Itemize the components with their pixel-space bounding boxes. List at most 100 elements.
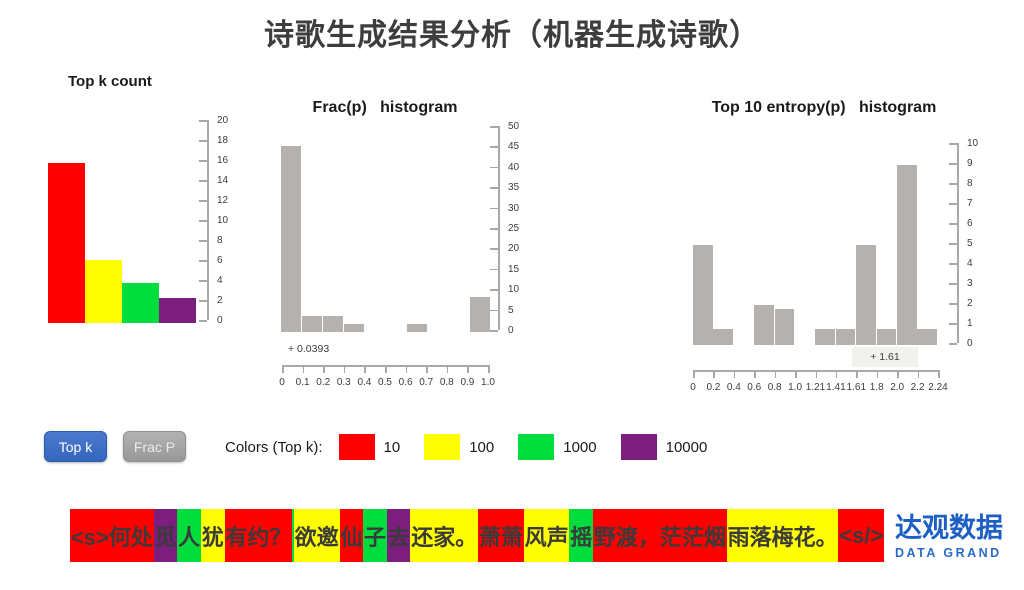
fracp-button[interactable]: Frac P — [123, 431, 186, 462]
fracp-x-tick-label: 0.5 — [378, 377, 392, 388]
entropy-x-tick — [754, 370, 756, 378]
entropy-bar — [815, 329, 835, 345]
legend-item-label: 100 — [469, 438, 495, 456]
entropy-bar — [917, 329, 937, 345]
entropy-bar — [835, 329, 856, 345]
token-segment: 风声 — [523, 509, 570, 562]
entropy-x-tick — [693, 370, 695, 378]
fracp-bar — [344, 323, 365, 332]
fracp-x-tick-label: 0 — [279, 377, 285, 388]
topk-y-tick-label: 18 — [217, 135, 229, 146]
token-segment: 子 — [363, 509, 387, 562]
topk-y-tick — [199, 140, 207, 142]
fracp-x-tick — [302, 365, 305, 373]
fracp-x-tick — [282, 365, 284, 373]
fracp-x-tick — [467, 365, 469, 373]
fracp-y-tick-label: 0 — [508, 325, 514, 336]
topk-y-tick — [199, 280, 207, 282]
fracp-x-tick-label: 0.3 — [336, 377, 351, 388]
fracp-bar — [407, 323, 428, 332]
fracp-x-tick — [323, 365, 325, 373]
topk-y-tick — [199, 200, 207, 202]
entropy-bar — [713, 329, 733, 345]
entropy-y-tick-label: 0 — [967, 338, 973, 349]
entropy-x-tick-label: 2.0 — [890, 382, 905, 393]
fracp-y-tick — [490, 228, 498, 230]
token-segment: 人 — [177, 509, 201, 562]
entropy-x-tick — [835, 370, 838, 378]
entropy-bar — [774, 309, 795, 345]
token-segment: 欲邀 — [293, 509, 340, 562]
entropy-y-tick — [949, 323, 957, 325]
fracp-x-tick-label: 0.4 — [357, 377, 372, 388]
topk-bar — [122, 283, 159, 323]
fracp-x-tick — [405, 365, 408, 373]
entropy-x-tick-label: 1.8 — [869, 382, 884, 393]
fracp-x-tick — [446, 365, 449, 373]
topk-y-tick-label: 20 — [217, 115, 229, 126]
topk-y-tick-label: 12 — [217, 195, 229, 206]
token-segment: 觅 — [153, 509, 178, 562]
token-segment: 有约？ — [224, 509, 293, 562]
fracp-y-tick — [490, 309, 498, 312]
fracp-x-tick — [343, 365, 346, 373]
topk-y-tick-label: 4 — [217, 275, 223, 286]
entropy-y-tick-label: 8 — [967, 178, 973, 189]
fracp-y-tick — [490, 268, 498, 271]
legend-item: 1000 — [518, 434, 597, 460]
logo-en-text: DATA GRAND — [895, 546, 1002, 560]
token-segment: 摇 — [569, 509, 594, 562]
topk-y-axis — [207, 120, 209, 320]
token-segment: 去 — [386, 509, 411, 562]
entropy-bar — [693, 245, 713, 345]
legend-item-label: 10 — [383, 438, 401, 456]
topk-y-tick-label: 10 — [217, 215, 229, 226]
datagrand-logo: 达观数据 DATA GRAND — [895, 513, 1003, 561]
entropy-y-tick-label: 2 — [967, 298, 973, 309]
entropy-y-tick — [949, 303, 957, 305]
entropy-bar — [856, 245, 876, 345]
fracp-y-axis — [498, 126, 500, 330]
fracp-x-tick-label: 1.0 — [481, 377, 495, 388]
entropy-y-tick-label: 5 — [967, 238, 973, 249]
topk-button[interactable]: Top k — [44, 431, 107, 462]
entropy-x-tick-label: 0.4 — [726, 382, 741, 393]
green-swatch — [518, 434, 555, 460]
legend-item: 10000 — [620, 434, 707, 460]
entropy-x-tick — [897, 370, 899, 378]
fracp-y-tick — [490, 248, 498, 250]
entropy-y-tick-label: 7 — [967, 198, 973, 209]
entropy-x-tick — [795, 370, 797, 378]
entropy-y-tick — [949, 343, 957, 345]
fracp-x-tick-label: 0.2 — [316, 377, 331, 388]
token-segment: 还家。 — [410, 509, 479, 562]
legend-item-label: 1000 — [563, 438, 597, 456]
poem-token-bar: <s>何处觅人犹有约？ 欲邀仙子去还家。 萧萧 风声摇野渡，茫茫烟 雨落梅花。 <s/> — [70, 509, 885, 562]
logo-cn-text: 达观数据 — [895, 513, 1003, 543]
entropy-x-tick — [856, 370, 858, 378]
purple-swatch — [620, 434, 657, 460]
entropy-x-tick-label: 1.21 — [805, 382, 826, 393]
legend-item: 10 — [338, 434, 401, 460]
entropy-x-tick-label: 1.0 — [788, 382, 803, 393]
fracp-y-tick — [490, 289, 498, 291]
fracp-x-tick-label: 0.9 — [460, 377, 475, 388]
entropy-x-tick-label: 2.24 — [928, 382, 948, 393]
entropy-y-tick-label: 6 — [967, 218, 973, 229]
fracp-y-tick-label: 30 — [508, 202, 520, 214]
token-segment: <s>何处 — [70, 509, 154, 562]
topk-y-tick — [199, 220, 207, 222]
fracp-x-tick — [426, 365, 428, 373]
fracp-bar — [281, 146, 302, 332]
entropy-x-tick-label: 0 — [690, 382, 696, 393]
entropy-y-tick-label: 3 — [967, 278, 973, 289]
entropy-y-tick — [949, 183, 957, 185]
token-segment: 雨落梅花。 — [726, 509, 839, 562]
topk-color-legend: Colors (Top k): 10 100 1000 10000 — [225, 432, 731, 462]
fracp-x-tick-label: 0.7 — [419, 377, 434, 388]
entropy-annotation: + 1.61 — [870, 351, 900, 363]
entropy-x-tick — [815, 370, 817, 378]
fracp-y-tick — [490, 330, 498, 332]
entropy-annotation-box — [852, 347, 918, 367]
fracp-y-tick-label: 10 — [508, 284, 520, 296]
